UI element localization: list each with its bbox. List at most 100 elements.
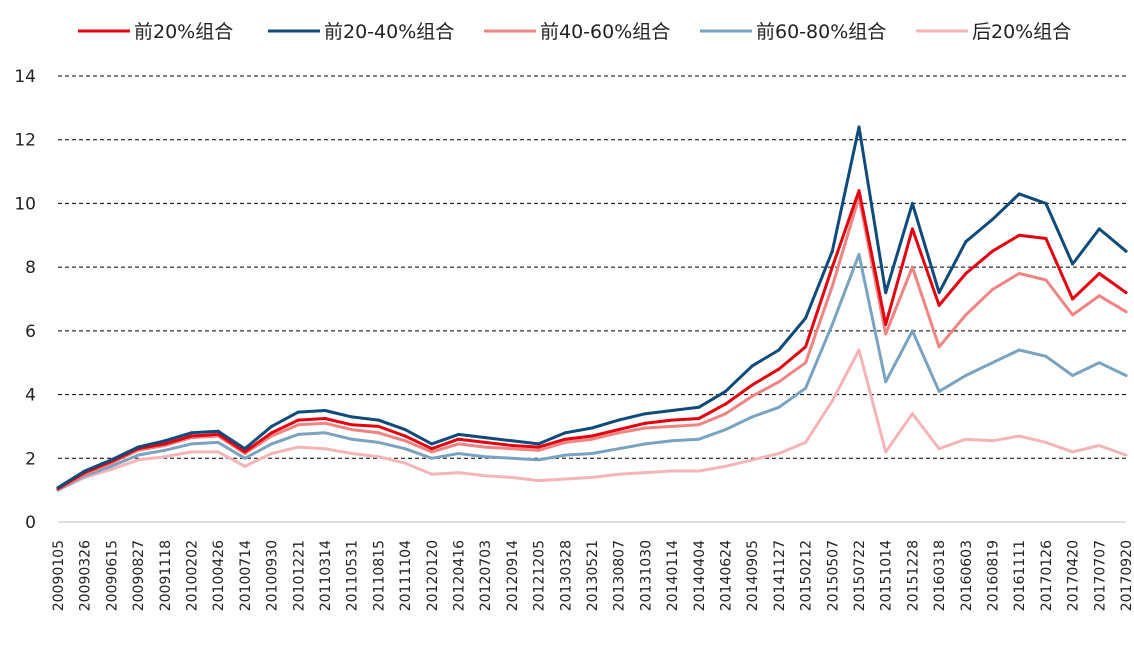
x-tick-label: 20151228: [905, 540, 921, 611]
data-point: [724, 402, 727, 406]
x-tick-label: 20170707: [1092, 540, 1108, 611]
x-tick-label: 20120416: [452, 540, 468, 611]
data-point: [323, 431, 327, 435]
data-point: [109, 467, 113, 471]
x-tick-label: 20100714: [238, 540, 254, 611]
legend-label-3: 前40-60%组合: [540, 21, 670, 43]
y-tick-label: 0: [25, 513, 36, 533]
y-tick-label: 10: [14, 194, 36, 214]
data-point: [1017, 272, 1021, 275]
data-point: [590, 452, 594, 455]
data-point: [1124, 310, 1128, 314]
data-point: [804, 386, 808, 390]
data-point: [296, 410, 300, 414]
data-point: [430, 450, 434, 454]
data-point: [1044, 201, 1048, 205]
x-tick-label: 20170920: [1119, 540, 1134, 611]
data-point: [937, 389, 941, 393]
y-tick-label: 12: [14, 131, 36, 151]
data-point: [991, 217, 994, 221]
data-point: [510, 456, 514, 460]
data-point: [323, 417, 327, 420]
data-point: [376, 455, 380, 459]
data-point: [1097, 227, 1101, 231]
data-point: [830, 265, 834, 269]
data-point: [163, 439, 167, 443]
data-point: [1044, 278, 1048, 282]
data-point: [697, 469, 701, 473]
data-point: [804, 316, 808, 320]
data-point: [1017, 192, 1021, 196]
data-point: [216, 432, 220, 436]
x-tick-label: 20100426: [211, 540, 227, 611]
data-point: [991, 361, 994, 365]
data-point: [1071, 262, 1075, 266]
x-tick-label: 20130521: [585, 540, 601, 611]
data-point: [830, 323, 834, 326]
x-tick-label: 20090105: [51, 540, 67, 611]
data-point: [804, 440, 808, 444]
data-point: [163, 448, 167, 452]
x-tick-label: 20130328: [558, 540, 574, 611]
data-point: [670, 469, 674, 473]
data-point: [109, 458, 113, 462]
data-point: [216, 450, 220, 454]
data-point: [510, 447, 514, 451]
data-point: [483, 474, 487, 478]
data-point: [136, 453, 140, 457]
data-point: [163, 455, 167, 459]
data-point: [777, 452, 781, 455]
x-tick-label: 20160603: [959, 540, 975, 611]
data-point: [323, 447, 327, 451]
legend: 前20%组合 前20-40%组合 前40-60%组合 前60-80%组合 后20%组合: [78, 21, 1071, 43]
data-point: [884, 380, 888, 384]
data-point: [937, 303, 941, 307]
data-point: [296, 423, 300, 427]
series-lines: [56, 125, 1128, 492]
data-point: [910, 227, 914, 231]
data-point: [216, 429, 220, 433]
data-point: [910, 265, 914, 269]
data-point: [563, 440, 567, 444]
data-point: [643, 426, 647, 430]
data-point: [563, 437, 567, 441]
data-point: [777, 348, 781, 352]
data-point: [830, 399, 834, 403]
data-point: [617, 431, 621, 435]
grid-lines: [58, 75, 1126, 459]
data-point: [910, 412, 914, 416]
x-tick-label: 20100202: [185, 540, 201, 611]
data-point: [697, 405, 701, 409]
data-point: [350, 415, 354, 419]
data-point: [190, 442, 193, 446]
data-point: [617, 472, 621, 476]
data-point: [590, 437, 594, 441]
data-point: [670, 439, 674, 443]
data-point: [857, 348, 861, 352]
data-point: [643, 471, 647, 475]
data-point: [270, 452, 274, 455]
data-point: [323, 409, 327, 412]
data-point: [190, 450, 193, 454]
data-point: [323, 421, 327, 425]
data-point: [910, 329, 914, 333]
data-point: [163, 442, 167, 446]
data-point: [537, 448, 541, 452]
data-point: [510, 444, 514, 447]
data-point: [724, 464, 727, 468]
data-point: [483, 445, 487, 449]
data-point: [804, 345, 808, 349]
data-point: [563, 431, 567, 435]
data-point: [964, 313, 968, 317]
data-point: [430, 442, 434, 446]
x-tick-label: 20100930: [265, 540, 281, 611]
data-point: [483, 436, 487, 440]
data-point: [136, 445, 140, 449]
data-point: [296, 418, 300, 422]
data-point: [750, 415, 754, 419]
legend-label-4: 前60-80%组合: [756, 21, 886, 43]
x-tick-label: 20151014: [879, 540, 895, 611]
data-point: [643, 421, 647, 425]
data-point: [296, 432, 300, 436]
